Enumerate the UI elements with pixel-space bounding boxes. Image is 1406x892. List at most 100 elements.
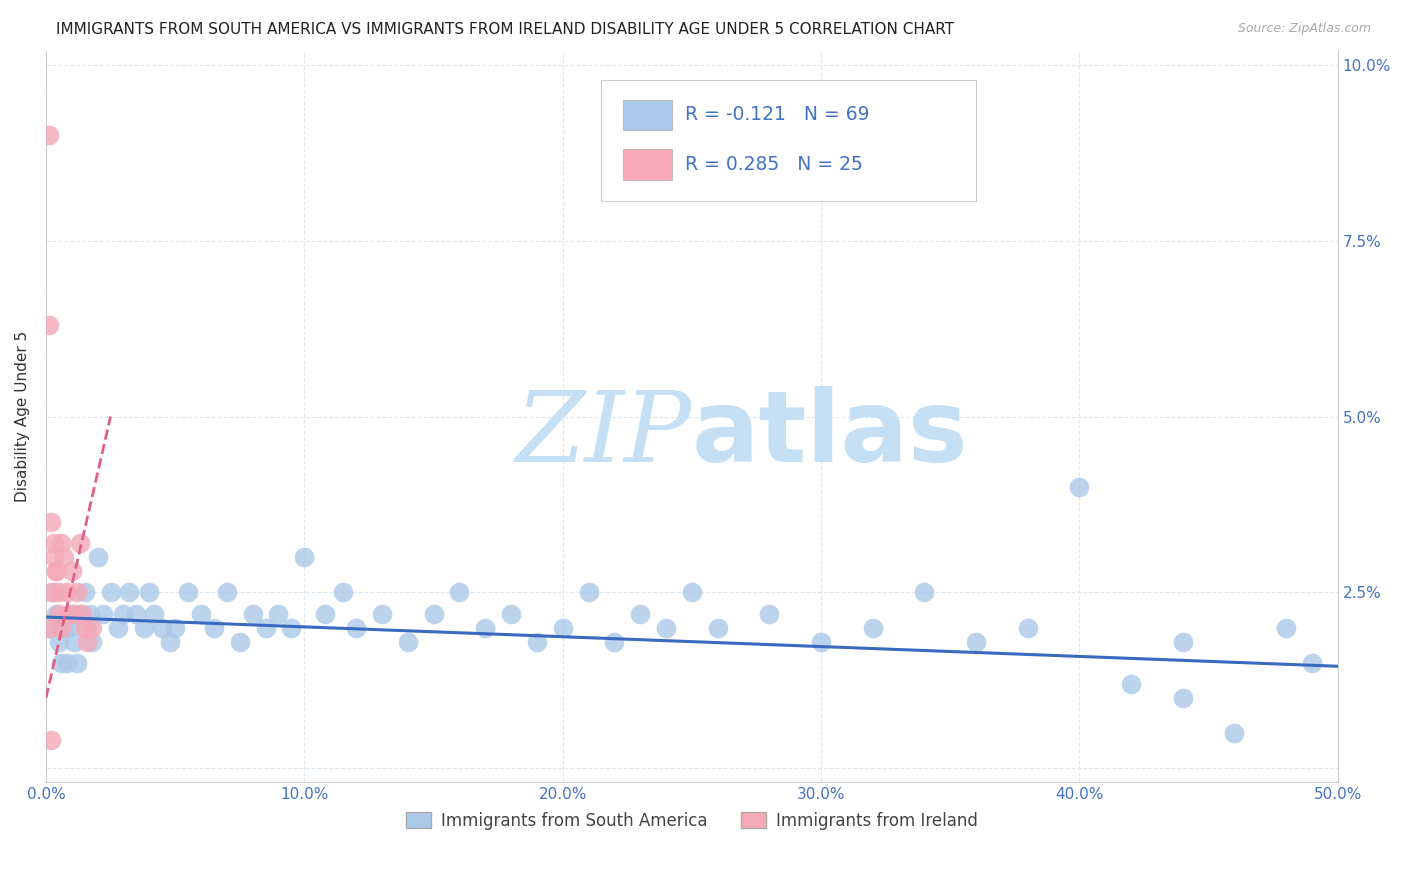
Point — [143, 607, 166, 621]
Point — [578, 585, 600, 599]
Bar — [623, 100, 672, 130]
Point — [51, 656, 73, 670]
Point — [229, 634, 252, 648]
Text: R = -0.121   N = 69: R = -0.121 N = 69 — [685, 105, 870, 124]
Point — [1171, 690, 1194, 705]
Text: ZIP: ZIP — [516, 387, 692, 483]
Point — [810, 634, 832, 648]
Y-axis label: Disability Age Under 5: Disability Age Under 5 — [15, 331, 30, 502]
Point — [69, 607, 91, 621]
Point — [76, 621, 98, 635]
Point — [628, 607, 651, 621]
Point — [138, 585, 160, 599]
Point — [165, 621, 187, 635]
Point — [499, 607, 522, 621]
Point — [73, 585, 96, 599]
Point — [371, 607, 394, 621]
Point — [150, 621, 173, 635]
Point — [1171, 634, 1194, 648]
Point — [344, 621, 367, 635]
Point — [202, 621, 225, 635]
Point — [551, 621, 574, 635]
Point — [73, 621, 96, 635]
Point — [45, 564, 67, 578]
Point — [242, 607, 264, 621]
Point — [965, 634, 987, 648]
FancyBboxPatch shape — [602, 80, 976, 201]
Point — [42, 550, 65, 565]
Text: Source: ZipAtlas.com: Source: ZipAtlas.com — [1237, 22, 1371, 36]
Point — [655, 621, 678, 635]
Point — [39, 515, 62, 529]
Point — [60, 607, 83, 621]
Point — [1017, 621, 1039, 635]
Text: IMMIGRANTS FROM SOUTH AMERICA VS IMMIGRANTS FROM IRELAND DISABILITY AGE UNDER 5 : IMMIGRANTS FROM SOUTH AMERICA VS IMMIGRA… — [56, 22, 955, 37]
Point — [177, 585, 200, 599]
Point — [53, 550, 76, 565]
Point — [91, 607, 114, 621]
Point — [758, 607, 780, 621]
Point — [1069, 480, 1091, 494]
Point — [912, 585, 935, 599]
Point — [1119, 677, 1142, 691]
Point — [603, 634, 626, 648]
Point — [53, 621, 76, 635]
Point — [117, 585, 139, 599]
Point — [82, 621, 104, 635]
Point — [422, 607, 444, 621]
Point — [51, 621, 73, 635]
Point — [100, 585, 122, 599]
Point — [45, 564, 67, 578]
Point — [862, 621, 884, 635]
Point — [38, 128, 60, 142]
Point — [449, 585, 471, 599]
Point — [63, 607, 86, 621]
Point — [254, 621, 277, 635]
Point — [48, 585, 70, 599]
Point — [58, 607, 80, 621]
Point — [1301, 656, 1323, 670]
Point — [38, 318, 60, 332]
Point — [58, 621, 80, 635]
Point — [42, 536, 65, 550]
Point — [48, 634, 70, 648]
Point — [396, 634, 419, 648]
Point — [159, 634, 181, 648]
Point — [66, 585, 89, 599]
Point — [292, 550, 315, 565]
Point — [86, 550, 108, 565]
Point — [267, 607, 290, 621]
Point — [125, 607, 148, 621]
Legend: Immigrants from South America, Immigrants from Ireland: Immigrants from South America, Immigrant… — [399, 805, 984, 836]
Point — [70, 607, 93, 621]
Point — [38, 621, 60, 635]
Point — [280, 621, 302, 635]
Point — [526, 634, 548, 648]
Point — [134, 621, 156, 635]
Point — [314, 607, 336, 621]
Point — [39, 733, 62, 747]
Point — [112, 607, 135, 621]
Point — [55, 585, 77, 599]
Point — [48, 607, 70, 621]
Point — [190, 607, 212, 621]
Point — [38, 621, 60, 635]
Point — [79, 607, 101, 621]
Point — [215, 585, 238, 599]
Point — [82, 634, 104, 648]
Point — [63, 634, 86, 648]
Point — [332, 585, 354, 599]
Point — [39, 585, 62, 599]
Point — [706, 621, 728, 635]
Point — [55, 656, 77, 670]
Text: atlas: atlas — [692, 386, 969, 483]
Point — [60, 564, 83, 578]
Point — [1223, 726, 1246, 740]
Point — [107, 621, 129, 635]
Point — [51, 536, 73, 550]
Point — [45, 607, 67, 621]
Point — [66, 656, 89, 670]
Point — [76, 634, 98, 648]
Text: R = 0.285   N = 25: R = 0.285 N = 25 — [685, 154, 863, 174]
Point — [69, 536, 91, 550]
